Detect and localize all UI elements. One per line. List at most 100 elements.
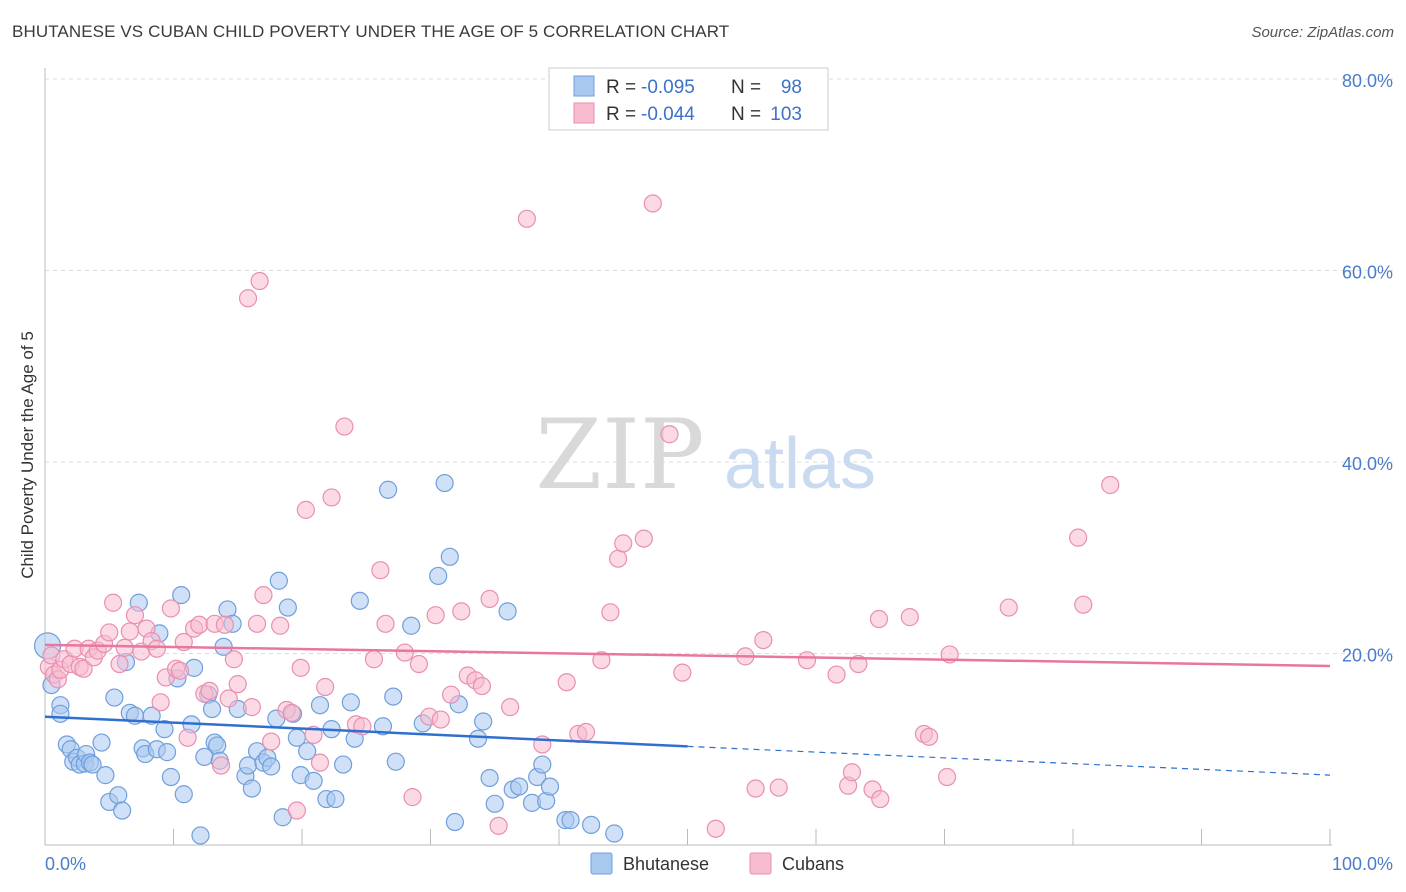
x-ticks	[173, 829, 1331, 845]
legend-r-label-2: R =	[606, 104, 636, 125]
cubans-point	[219, 689, 238, 708]
cubans-point	[395, 643, 414, 662]
bhutanese-point	[468, 729, 488, 748]
cubans-point	[211, 756, 231, 775]
cubans-point	[254, 585, 273, 605]
source-credit: Source: ZipAtlas.com	[1251, 24, 1394, 41]
cubans-point	[409, 654, 429, 674]
cubans-point	[247, 614, 267, 633]
bhutanese-point	[384, 687, 403, 706]
cubans-point	[271, 616, 290, 635]
x-tick-label-max: 100.0%	[1332, 854, 1393, 874]
legend-n-value-2: 103	[770, 104, 802, 125]
legend-r-value-1: -0.095	[641, 77, 695, 98]
bhutanese-point	[269, 571, 288, 590]
bhutanese-point	[510, 777, 529, 796]
y-tick-label: 20.0%	[1342, 646, 1393, 666]
bhutanese-point	[474, 712, 493, 731]
cubans-point	[842, 763, 862, 782]
bhutanese-point	[334, 755, 353, 774]
gridlines	[45, 78, 1393, 654]
cubans-point	[200, 681, 219, 700]
cubans-point	[224, 650, 243, 669]
cubans-point	[601, 603, 620, 622]
cubans-point	[937, 767, 957, 787]
legend-r-label-1: R =	[606, 77, 636, 98]
bhutanese-point	[242, 779, 261, 798]
cubans-point	[609, 549, 628, 568]
legend-swatch-bhutanese-bottom	[590, 852, 613, 875]
bhutanese-point	[105, 688, 124, 707]
cubans-point	[310, 753, 330, 772]
bhutanese-point	[445, 812, 465, 832]
cubans-trend-line	[44, 643, 1331, 668]
cubans-point	[296, 500, 315, 519]
bhutanese-point	[83, 755, 102, 774]
cubans-point	[472, 676, 491, 696]
cubans-point	[480, 589, 499, 609]
cubans-point	[250, 271, 269, 291]
bhutanese-point	[191, 826, 210, 845]
cubans-point	[517, 209, 536, 228]
bhutanese-point	[262, 757, 281, 776]
cubans-point	[287, 801, 306, 820]
legend-n-label-1: N =	[731, 77, 761, 98]
bhutanese-point	[582, 815, 601, 834]
cubans-point	[489, 816, 508, 835]
legend-n-value-1: 98	[781, 77, 802, 98]
cubans-point	[262, 732, 281, 751]
cubans-point	[660, 425, 679, 444]
bhutanese-point	[96, 766, 115, 785]
cubans-point	[673, 663, 692, 682]
legend-n-label-2: N =	[731, 104, 761, 125]
cubans-point	[441, 685, 461, 704]
cubans-point	[871, 789, 890, 809]
cubans-point	[643, 194, 662, 213]
legend-label-cubans: Cubans	[782, 854, 844, 874]
cubans-point	[592, 651, 611, 670]
cubans-point	[754, 630, 773, 650]
cubans-point	[147, 639, 166, 658]
x-tick-label-min: 0.0%	[45, 854, 86, 874]
cubans-point	[371, 561, 390, 580]
bhutanese-point	[304, 771, 323, 790]
cubans-point	[900, 608, 919, 627]
cubans-point	[74, 659, 93, 678]
cubans-point	[125, 606, 145, 625]
cubans-point	[304, 725, 323, 744]
cubans-point	[1101, 475, 1120, 495]
bhutanese-point	[278, 598, 297, 617]
bhutanese-point	[350, 591, 369, 610]
bhutanese-point	[485, 794, 504, 813]
bhutanese-point	[157, 743, 177, 762]
cubans-point	[426, 606, 445, 625]
bhutanese-point	[109, 786, 128, 805]
cubans-point	[215, 615, 234, 634]
cubans-point	[557, 673, 576, 692]
data-points	[33, 194, 1120, 845]
cubans-point	[614, 534, 633, 553]
cubans-point	[1074, 595, 1093, 614]
bhutanese-point	[298, 742, 317, 761]
cubans-point	[178, 728, 197, 747]
legend-swatch-bhutanese	[573, 75, 595, 97]
trend-lines	[44, 643, 1331, 776]
legend-box	[548, 67, 829, 131]
bhutanese-point	[161, 767, 181, 787]
bhutanese-point	[142, 706, 161, 725]
cubans-point	[316, 677, 335, 697]
bhutanese-point	[429, 566, 448, 586]
cubans-point	[170, 661, 190, 680]
cubans-point	[242, 698, 261, 717]
y-tick-label: 80.0%	[1342, 71, 1393, 91]
cubans-point	[431, 710, 450, 729]
cubans-point	[110, 654, 129, 674]
watermark-atlas: atlas	[724, 424, 876, 504]
bhutanese-trend-line	[44, 715, 688, 748]
bhutanese-point	[51, 704, 70, 723]
cubans-point	[100, 623, 119, 642]
bhutanese-point	[402, 616, 421, 635]
bhutanese-point	[341, 693, 360, 712]
cubans-point	[151, 693, 170, 712]
